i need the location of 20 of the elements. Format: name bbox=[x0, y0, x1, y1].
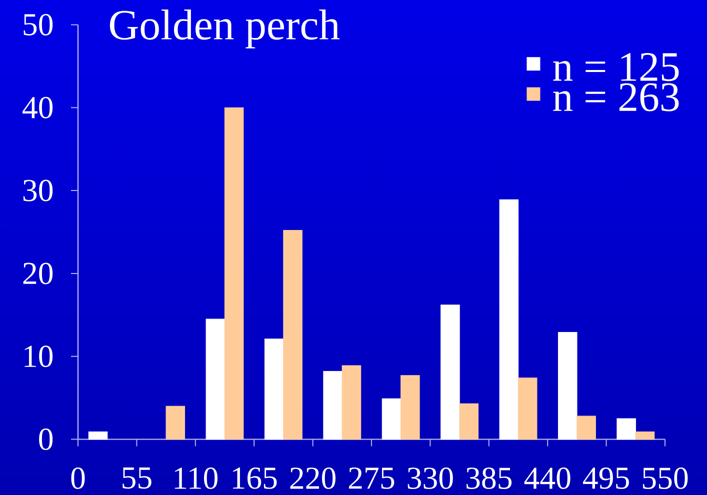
x-tick-label: 550 bbox=[642, 468, 688, 490]
y-tick-label: 50 bbox=[24, 14, 53, 36]
y-tick-label: 20 bbox=[23, 262, 53, 284]
x-tick-label: 110 bbox=[174, 468, 218, 490]
y-tick-label: 40 bbox=[22, 96, 53, 118]
x-tick-label: 220 bbox=[290, 468, 336, 490]
chart-title: Golden perch bbox=[110, 10, 340, 48]
x-tick-label: 385 bbox=[466, 468, 512, 490]
x-tick-label: 440 bbox=[524, 468, 570, 490]
legend-label: n = 125 bbox=[553, 53, 679, 82]
legend-label: n = 263 bbox=[553, 83, 679, 112]
x-tick-label: 0 bbox=[71, 468, 85, 490]
x-tick-label: 495 bbox=[583, 468, 629, 489]
y-tick-label: 30 bbox=[23, 180, 53, 202]
y-tick-label: 10 bbox=[24, 346, 53, 368]
x-tick-label: 55 bbox=[122, 468, 152, 489]
x-tick-label: 165 bbox=[232, 468, 277, 489]
x-tick-label: 330 bbox=[408, 468, 453, 490]
x-tick-label: 275 bbox=[349, 468, 394, 489]
y-tick-label: 0 bbox=[39, 428, 53, 450]
